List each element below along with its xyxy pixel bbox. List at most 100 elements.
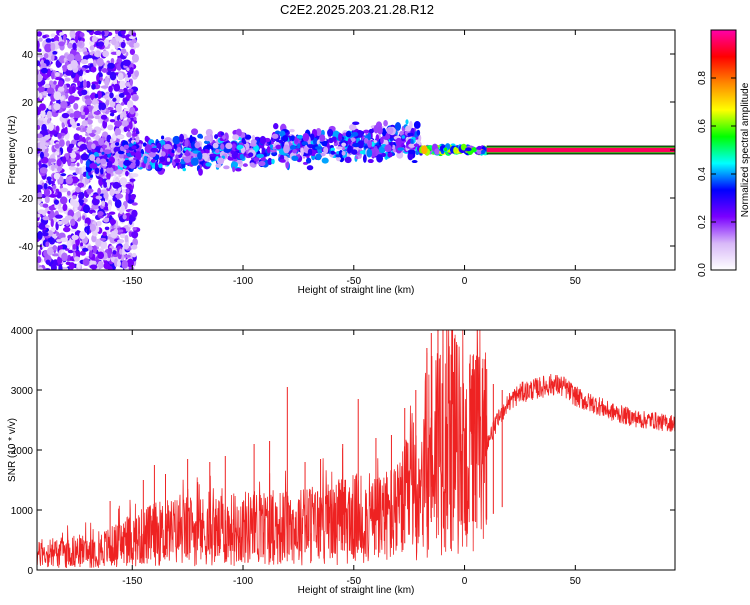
spectrogram-cell (327, 128, 334, 137)
spectrogram-cell (248, 152, 254, 158)
spectrogram-cell (121, 120, 129, 127)
spectrogram-cell (413, 121, 421, 129)
spectrogram-cell (189, 134, 193, 144)
spectrogram-cell (56, 158, 62, 167)
spectrogram-cell (120, 30, 126, 36)
spectrogram-cell (416, 129, 421, 136)
spectrogram-cell (49, 130, 58, 135)
spectrogram-y-tick-label: 20 (22, 98, 34, 109)
spectrogram-cell (59, 100, 68, 109)
spectrogram-cell (131, 209, 138, 218)
spectrogram-cell (319, 134, 326, 142)
spectrogram-cell (127, 88, 134, 93)
spectrogram-cell (129, 48, 136, 56)
spectrogram-cell (81, 89, 88, 95)
spectrogram-cell (40, 67, 48, 74)
spectrogram-cell (106, 180, 111, 189)
spectrogram-cell (253, 157, 260, 162)
spectrogram-cell (122, 214, 127, 220)
colorbar-label: Normalized spectral amplitude (740, 82, 750, 217)
spectrogram-cell (104, 38, 109, 48)
spectrogram-cell (50, 71, 55, 80)
spectrogram-cell (120, 102, 125, 106)
spectrogram-cell (79, 143, 88, 151)
spectrogram-cell (135, 130, 140, 135)
spectrogram-cell (46, 176, 52, 181)
spectrogram-cell (269, 144, 274, 149)
figure-title: C2E2.2025.203.21.28.R12 (280, 2, 434, 17)
spectrogram-cell (367, 132, 372, 141)
spectrogram-cell (386, 126, 394, 135)
spectrogram-cell (120, 204, 126, 213)
spectrogram-cell (133, 42, 140, 48)
spectrogram-cell (203, 140, 210, 145)
spectrogram-cell (88, 250, 93, 258)
spectrogram-cell (122, 59, 131, 67)
spectrogram-cell (377, 126, 383, 135)
spectrogram-cell (68, 95, 76, 104)
spectrogram-cell (119, 233, 126, 239)
spectrogram-cell (364, 145, 368, 149)
spectrogram-cell (82, 127, 87, 132)
spectrogram-cell (76, 162, 80, 167)
spectrogram-cell (176, 146, 182, 153)
spectrogram-cell (150, 158, 156, 163)
spectrogram-cell (300, 147, 304, 157)
spectrogram-cell (97, 187, 102, 195)
spectrogram-x-tick-label: -150 (122, 276, 142, 287)
spectrogram-cell (68, 143, 75, 148)
spectrogram-cell (314, 146, 323, 150)
spectrogram-cell (45, 259, 51, 265)
spectrogram-cell (146, 156, 151, 163)
spectrogram-cell (110, 230, 118, 239)
spectrogram-cell (89, 45, 95, 51)
spectrogram-cell (87, 245, 93, 252)
spectrogram-frame (36, 29, 676, 271)
spectrogram-cell (421, 145, 428, 155)
spectrogram-cell (76, 211, 81, 218)
spectrogram-cell (242, 163, 248, 167)
spectrogram-cell (128, 121, 133, 130)
spectrogram-cell (230, 150, 235, 155)
colorbar: 0.0 0.2 0.4 0.6 0.8 Normalized spectral ampl… (697, 29, 750, 277)
spectrogram-cell (79, 250, 86, 256)
spectrogram-cell (51, 253, 60, 257)
spectrogram-cell (62, 226, 71, 233)
spectrogram-cell (222, 134, 226, 140)
spectrogram-cell (67, 42, 73, 49)
spectrogram-cell (132, 132, 138, 137)
spectrogram-cell (46, 110, 52, 119)
spectrogram-cell (114, 127, 122, 137)
spectrogram-cell (81, 111, 85, 116)
spectrogram-cell (96, 57, 104, 67)
spectrogram-cell (85, 188, 94, 193)
spectrogram-cell (101, 68, 108, 73)
spectrogram-cell (56, 255, 63, 265)
spectrogram-cell (97, 260, 104, 269)
spectrogram-cell (37, 230, 43, 240)
spectrogram-cell (102, 95, 109, 99)
spectrogram-cell (102, 231, 107, 237)
spectrogram-cell (279, 159, 286, 163)
spectrogram-cell (116, 134, 125, 139)
spectrogram-cell (114, 169, 123, 175)
spectrogram-cell (42, 92, 48, 96)
spectrogram-cell (223, 148, 231, 153)
spectrogram-cell (81, 267, 89, 270)
spectrogram-cell (367, 140, 372, 148)
spectrogram-cell (407, 149, 416, 155)
spectrogram-cell (120, 41, 126, 49)
spectrogram-cell (89, 223, 97, 232)
spectrogram-cell (103, 217, 110, 223)
spectrogram-x-tick-label: -100 (233, 276, 253, 287)
spectrogram-cell (78, 192, 84, 200)
spectrogram-cell (204, 135, 212, 142)
spectrogram-cell (95, 195, 103, 200)
spectrogram-cell (223, 165, 230, 170)
spectrogram-cell (197, 151, 203, 160)
spectrogram-cell (215, 163, 222, 168)
spectrogram-cell (126, 149, 130, 154)
colorbar-tick-label: 0.8 (697, 71, 708, 85)
spectrogram-cell (91, 197, 100, 206)
